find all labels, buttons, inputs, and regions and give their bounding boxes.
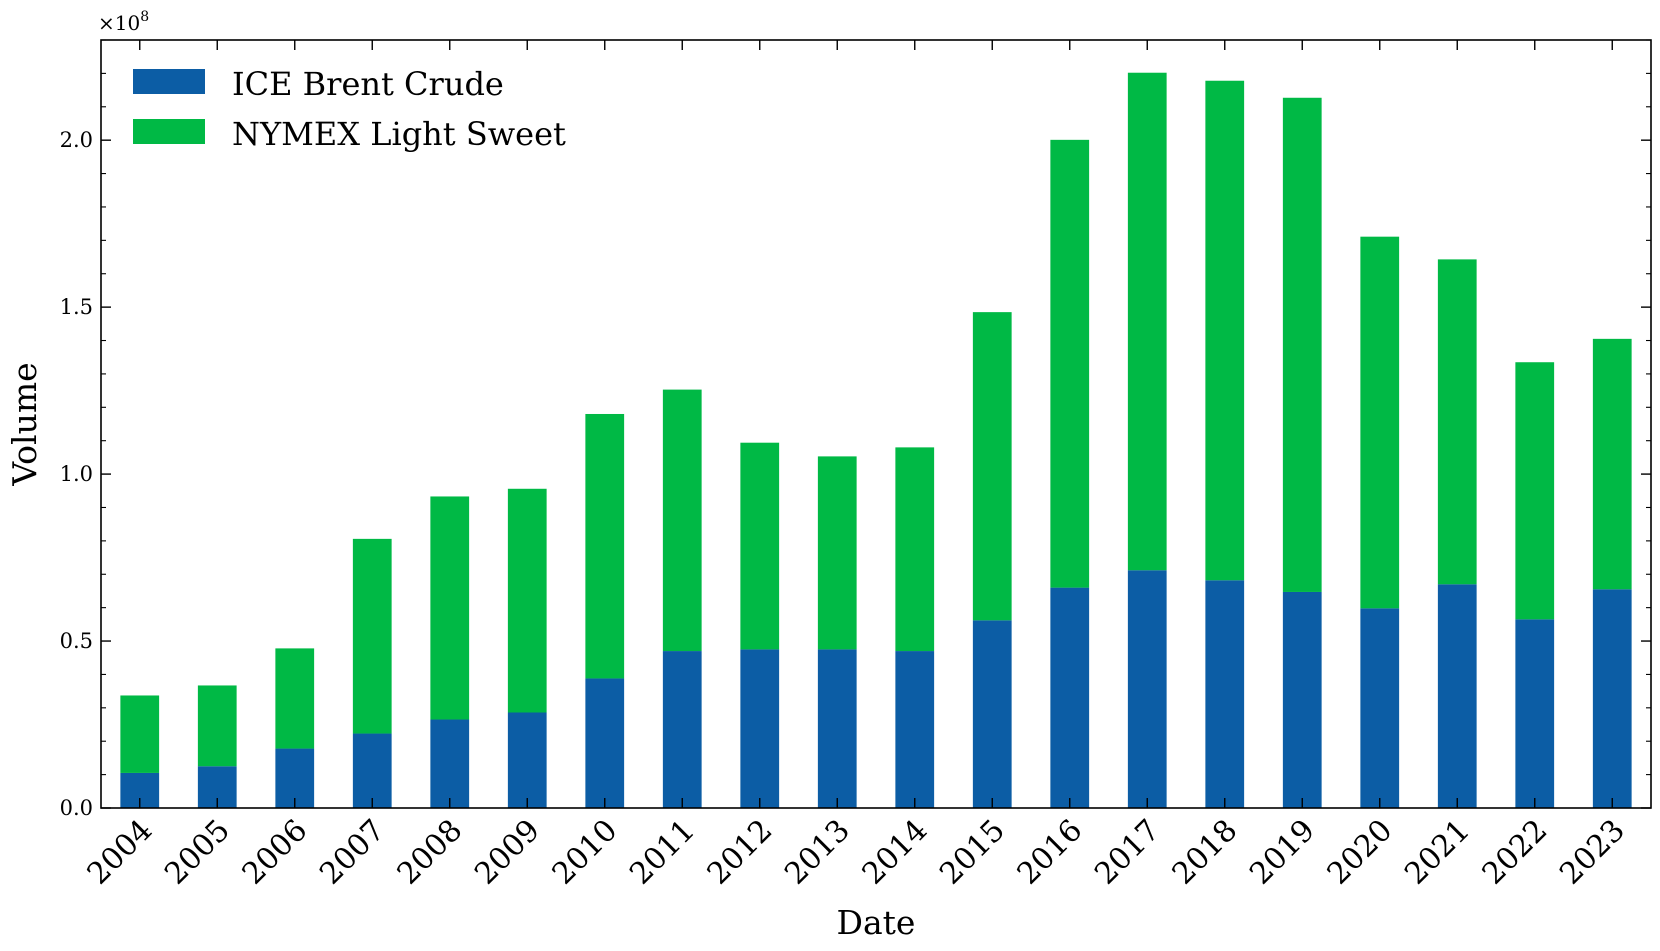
bar-nymex-light-sweet-2005 — [197, 685, 237, 767]
y-tick-label: 0.0 — [60, 796, 93, 820]
y-axis-offset-label: ×108 — [98, 9, 149, 35]
bar-nymex-light-sweet-2023 — [1592, 338, 1632, 590]
legend-swatch-nymex-light-sweet — [133, 119, 205, 144]
bar-nymex-light-sweet-2020 — [1360, 236, 1400, 609]
bar-ice-brent-crude-2010 — [585, 678, 625, 808]
bar-ice-brent-crude-2018 — [1205, 580, 1245, 808]
bar-nymex-light-sweet-2010 — [585, 413, 625, 679]
bar-ice-brent-crude-2011 — [662, 651, 702, 808]
x-tick-label: 2019 — [1243, 813, 1322, 892]
x-tick-label: 2015 — [933, 813, 1012, 892]
bar-ice-brent-crude-2013 — [817, 649, 857, 808]
x-tick-label: 2008 — [391, 813, 470, 892]
bar-ice-brent-crude-2012 — [740, 649, 780, 808]
bar-nymex-light-sweet-2014 — [895, 447, 935, 652]
bar-ice-brent-crude-2008 — [430, 719, 470, 808]
bar-nymex-light-sweet-2006 — [275, 648, 315, 749]
x-tick-label: 2009 — [468, 813, 547, 892]
x-tick-label: 2006 — [236, 813, 315, 892]
y-tick-label: 0.5 — [60, 629, 93, 653]
bar-ice-brent-crude-2014 — [895, 651, 935, 808]
y-axis-label: Volume — [5, 362, 44, 486]
x-tick-label: 2021 — [1398, 813, 1477, 892]
x-tick-label: 2016 — [1011, 813, 1090, 892]
bar-ice-brent-crude-2009 — [507, 712, 547, 808]
bar-nymex-light-sweet-2017 — [1127, 72, 1167, 571]
bar-nymex-light-sweet-2016 — [1050, 139, 1090, 588]
x-tick-label: 2007 — [313, 813, 392, 892]
y-tick-label: 1.0 — [60, 462, 93, 486]
bar-ice-brent-crude-2016 — [1050, 587, 1090, 808]
bar-nymex-light-sweet-2008 — [430, 496, 470, 720]
x-tick-label: 2011 — [623, 813, 702, 892]
bar-nymex-light-sweet-2012 — [740, 442, 780, 650]
bars-layer — [120, 72, 1632, 808]
bar-nymex-light-sweet-2004 — [120, 695, 160, 773]
legend-label-nymex-light-sweet: NYMEX Light Sweet — [232, 115, 566, 153]
bar-ice-brent-crude-2015 — [972, 620, 1012, 808]
legend-label-ice-brent-crude: ICE Brent Crude — [232, 65, 504, 103]
bar-nymex-light-sweet-2015 — [972, 312, 1012, 621]
legend-swatch-ice-brent-crude — [133, 69, 205, 94]
bar-nymex-light-sweet-2013 — [817, 456, 857, 650]
x-tick-label: 2022 — [1476, 813, 1555, 892]
bar-nymex-light-sweet-2021 — [1437, 259, 1477, 585]
bar-nymex-light-sweet-2022 — [1515, 362, 1555, 620]
bar-nymex-light-sweet-2019 — [1282, 97, 1322, 592]
x-tick-label: 2023 — [1553, 813, 1632, 892]
bar-ice-brent-crude-2021 — [1437, 584, 1477, 808]
x-tick-label: 2020 — [1321, 813, 1400, 892]
bar-ice-brent-crude-2023 — [1592, 589, 1632, 808]
bar-nymex-light-sweet-2009 — [507, 488, 547, 713]
x-tick-label: 2012 — [701, 813, 780, 892]
ticks-layer — [101, 39, 1651, 809]
x-tick-label: 2014 — [856, 813, 935, 892]
bar-nymex-light-sweet-2011 — [662, 389, 702, 652]
bar-ice-brent-crude-2007 — [352, 733, 392, 808]
x-tick-label: 2004 — [81, 813, 160, 892]
bar-ice-brent-crude-2019 — [1282, 591, 1322, 808]
x-tick-label: 2005 — [158, 813, 237, 892]
plot-frame — [100, 39, 1652, 809]
y-tick-label: 1.5 — [60, 295, 93, 319]
y-tick-label: 2.0 — [60, 128, 93, 152]
x-tick-label: 2018 — [1166, 813, 1245, 892]
bar-ice-brent-crude-2022 — [1515, 619, 1555, 808]
x-tick-label: 2013 — [778, 813, 857, 892]
x-axis-label: Date — [837, 903, 916, 942]
legend: ICE Brent Crude NYMEX Light Sweet — [133, 65, 566, 153]
bar-nymex-light-sweet-2007 — [352, 538, 392, 734]
bar-ice-brent-crude-2017 — [1127, 570, 1167, 808]
x-tick-label: 2017 — [1088, 813, 1167, 892]
x-tick-label: 2010 — [546, 813, 625, 892]
bar-nymex-light-sweet-2018 — [1205, 80, 1245, 581]
bar-ice-brent-crude-2020 — [1360, 608, 1400, 808]
